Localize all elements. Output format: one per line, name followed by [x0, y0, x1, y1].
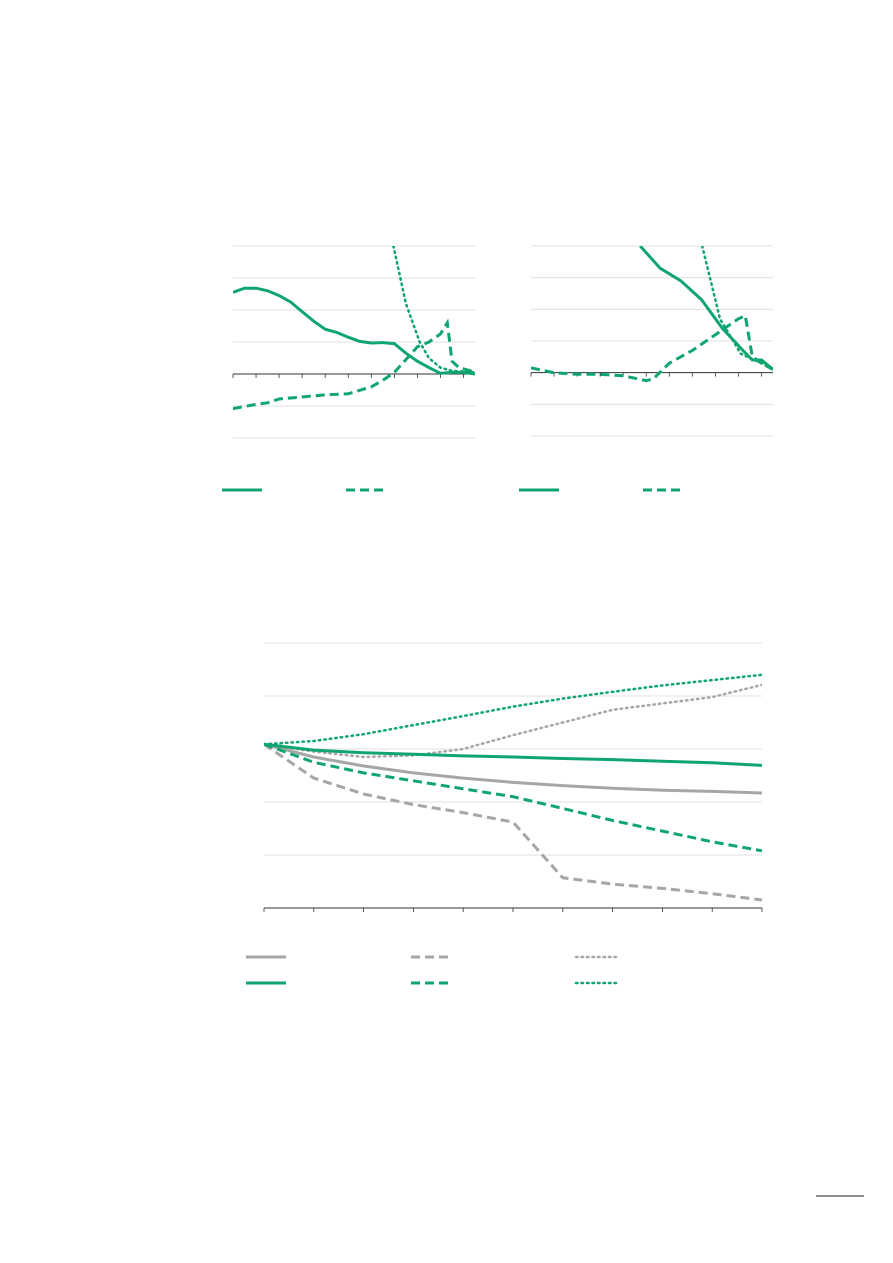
series-line [233, 318, 475, 411]
series-line [264, 742, 762, 853]
series-line [264, 683, 762, 759]
series-line [392, 246, 475, 374]
series-line [264, 742, 762, 902]
series-line [531, 313, 773, 383]
series-line [264, 742, 762, 767]
series-line [700, 246, 773, 371]
series-line [233, 286, 475, 376]
series-line [264, 742, 762, 795]
series-line [264, 673, 762, 746]
